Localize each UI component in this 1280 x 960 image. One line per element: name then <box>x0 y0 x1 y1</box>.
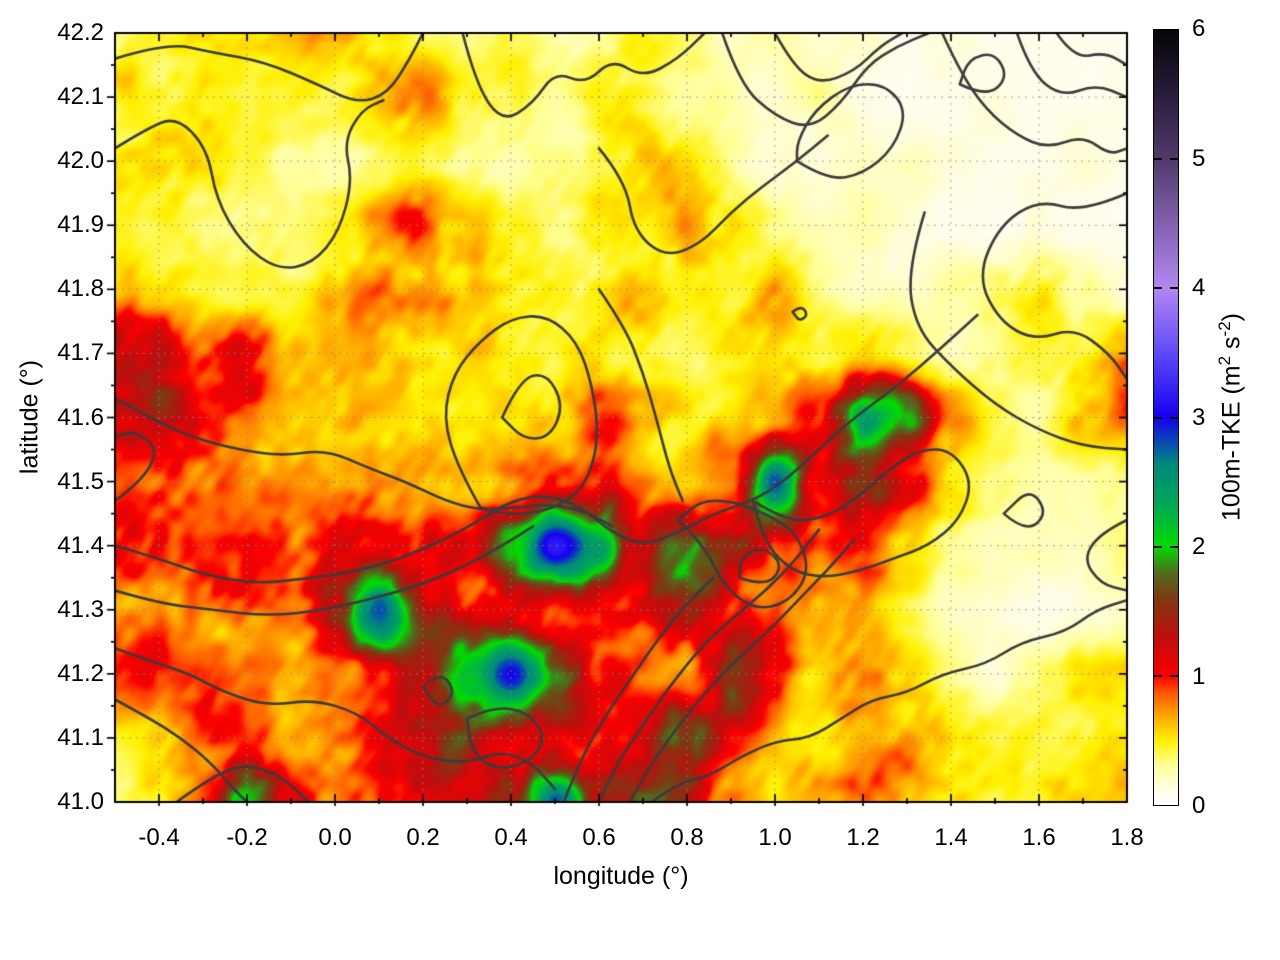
x-tick-label: 0.0 <box>318 824 352 851</box>
y-tick-label: 41.9 <box>57 211 104 239</box>
colorbar-tick-mark <box>1170 674 1178 677</box>
heatmap-canvas <box>100 18 1142 817</box>
y-tick-label: 41.7 <box>57 339 104 367</box>
colorbar-title-text: s <box>1217 336 1246 356</box>
x-tick-label: 1.6 <box>1022 824 1056 851</box>
x-tick-label: 1.8 <box>1110 824 1144 851</box>
x-tick-label: 0.4 <box>494 824 528 851</box>
x-axis-title: longitude (°) <box>553 862 689 890</box>
x-tick-label: 1.0 <box>758 824 792 851</box>
colorbar-tick-label: 1 <box>1192 662 1206 690</box>
y-tick-label: 41.0 <box>57 788 104 815</box>
colorbar-tick-mark <box>1154 287 1162 290</box>
y-tick-label: 42.1 <box>57 83 104 111</box>
y-tick-label: 41.8 <box>57 275 104 303</box>
x-tick-label: 1.2 <box>846 824 880 851</box>
y-tick-label: 41.3 <box>57 595 104 623</box>
colorbar-title: 100m-TKE (m2 s-2) <box>1215 313 1247 521</box>
x-tick-label: 1.4 <box>934 824 968 851</box>
colorbar-title-superscript: -2 <box>1215 321 1235 337</box>
colorbar-tick-mark <box>1170 545 1178 548</box>
colorbar-tick-mark <box>1170 416 1178 419</box>
y-tick-label: 41.2 <box>57 659 104 687</box>
y-tick-label: 41.1 <box>57 723 104 751</box>
colorbar-tick-mark <box>1154 545 1162 548</box>
y-tick-label: 42.0 <box>57 147 104 175</box>
colorbar-tick-mark <box>1154 674 1162 677</box>
colorbar-tick-label: 4 <box>1192 274 1206 301</box>
colorbar <box>1153 29 1179 806</box>
colorbar-tick-mark <box>1170 158 1178 161</box>
colorbar-title-superscript: 2 <box>1215 355 1235 366</box>
x-tick-label: 0.6 <box>582 824 616 851</box>
y-tick-label: 42.2 <box>57 19 104 46</box>
x-tick-label: 0.8 <box>670 824 704 851</box>
x-tick-label: 0.2 <box>406 824 440 851</box>
colorbar-tick-label: 5 <box>1192 144 1206 172</box>
y-axis-title: latitude (°) <box>15 359 44 475</box>
colorbar-tick-mark <box>1170 287 1178 290</box>
colorbar-title-text: ) <box>1217 313 1246 322</box>
colorbar-tick-mark <box>1154 158 1162 161</box>
colorbar-tick-label: 3 <box>1192 403 1206 431</box>
y-tick-label: 41.6 <box>57 403 104 431</box>
x-tick-label: -0.4 <box>138 824 180 851</box>
colorbar-tick-label: 0 <box>1192 792 1206 819</box>
x-tick-label: -0.2 <box>226 824 268 851</box>
colorbar-tick-mark <box>1154 416 1162 419</box>
colorbar-tick-label: 2 <box>1192 533 1206 560</box>
colorbar-title-text: 100m-TKE (m <box>1217 365 1246 521</box>
colorbar-tick-label: 6 <box>1192 15 1206 42</box>
y-tick-label: 41.4 <box>57 531 104 559</box>
y-tick-label: 41.5 <box>57 467 104 495</box>
